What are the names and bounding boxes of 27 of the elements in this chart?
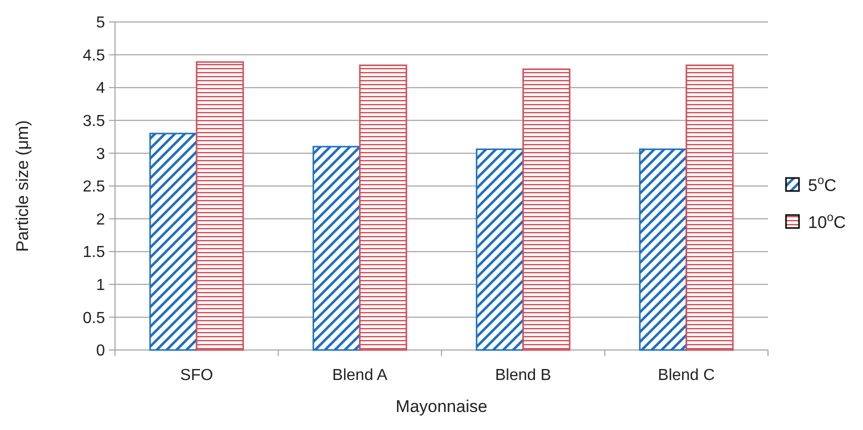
x-tick-label: SFO — [180, 367, 214, 384]
x-axis-title: Mayonnaise — [396, 397, 488, 416]
legend-label: 5$^{o}$C — [808, 172, 836, 195]
bar — [312, 146, 361, 351]
bar — [639, 148, 688, 351]
y-tick-label: 3.5 — [82, 113, 106, 130]
x-tick-label: Blend A — [332, 367, 388, 384]
x-tick-label: Blend C — [658, 367, 715, 384]
bar — [359, 64, 408, 351]
y-tick-label: 4 — [96, 80, 106, 98]
legend-label: 10$^{o}$C — [808, 210, 846, 232]
y-axis-title: Particle size (μm) — [13, 120, 32, 252]
y-tick-label: 0.5 — [82, 310, 106, 327]
bar — [149, 132, 198, 351]
y-tick-label: 2 — [96, 211, 106, 228]
y-tick-label: 1.5 — [82, 244, 106, 262]
bar — [686, 64, 734, 351]
y-tick-label: 5 — [96, 14, 106, 32]
bar — [476, 148, 524, 351]
x-tick-label: Blend B — [495, 367, 552, 384]
bar — [196, 61, 244, 351]
bar — [522, 68, 570, 351]
y-tick-label: 2.5 — [82, 178, 106, 196]
y-tick-label: 0 — [96, 342, 106, 360]
y-tick-label: 1 — [96, 277, 106, 294]
y-tick-label: 4.5 — [82, 47, 106, 64]
y-tick-label: 3 — [96, 146, 106, 163]
